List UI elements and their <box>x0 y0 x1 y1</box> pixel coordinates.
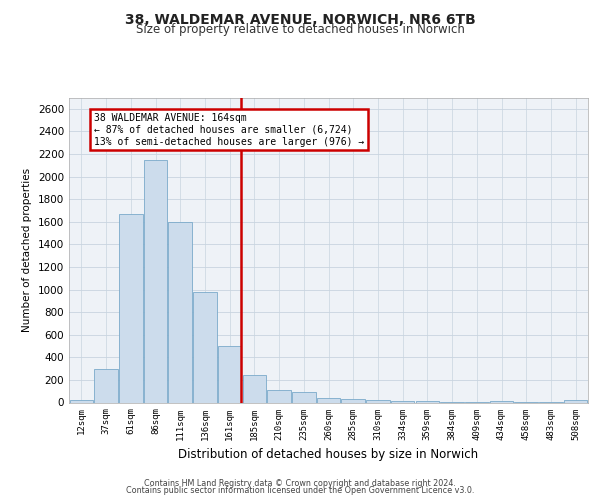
Bar <box>366 400 389 402</box>
Bar <box>70 400 93 402</box>
Text: Contains HM Land Registry data © Crown copyright and database right 2024.: Contains HM Land Registry data © Crown c… <box>144 478 456 488</box>
Bar <box>242 375 266 402</box>
Bar <box>119 214 143 402</box>
Bar <box>218 346 241 403</box>
Text: Size of property relative to detached houses in Norwich: Size of property relative to detached ho… <box>136 22 464 36</box>
Bar <box>292 392 316 402</box>
Bar <box>268 390 291 402</box>
Text: 38 WALDEMAR AVENUE: 164sqm
← 87% of detached houses are smaller (6,724)
13% of s: 38 WALDEMAR AVENUE: 164sqm ← 87% of deta… <box>94 114 364 146</box>
Y-axis label: Number of detached properties: Number of detached properties <box>22 168 32 332</box>
Bar <box>94 368 118 402</box>
Text: 38, WALDEMAR AVENUE, NORWICH, NR6 6TB: 38, WALDEMAR AVENUE, NORWICH, NR6 6TB <box>125 12 475 26</box>
X-axis label: Distribution of detached houses by size in Norwich: Distribution of detached houses by size … <box>178 448 479 461</box>
Bar <box>341 399 365 402</box>
Bar <box>193 292 217 403</box>
Bar <box>317 398 340 402</box>
Text: Contains public sector information licensed under the Open Government Licence v3: Contains public sector information licen… <box>126 486 474 495</box>
Bar <box>169 222 192 402</box>
Bar <box>144 160 167 402</box>
Bar <box>564 400 587 402</box>
